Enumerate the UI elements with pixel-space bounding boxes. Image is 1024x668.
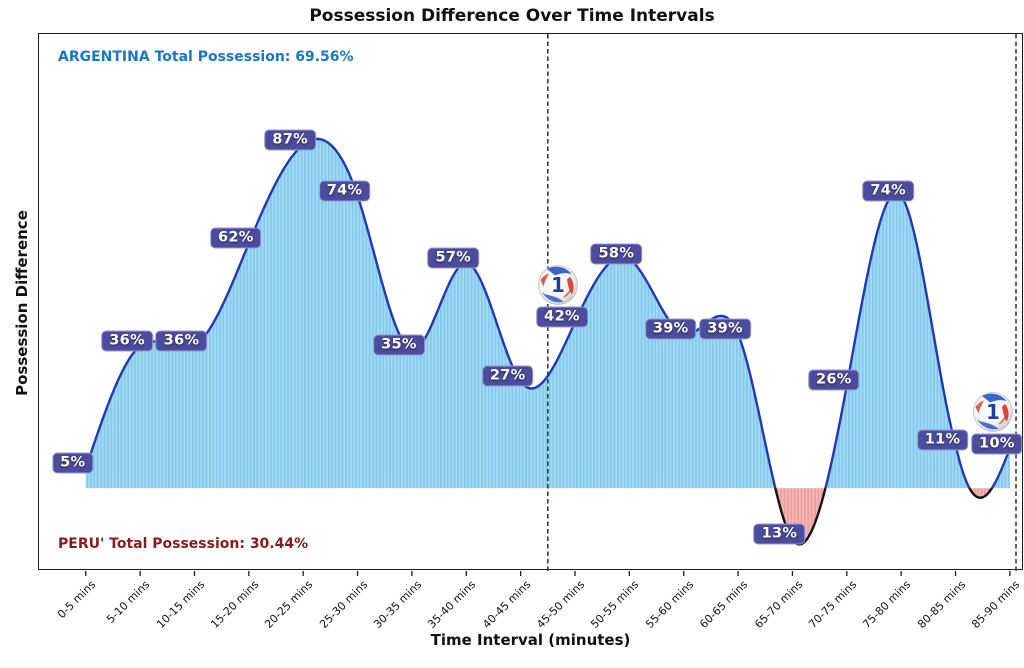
x-tick-label: 30-35 mins xyxy=(371,578,425,631)
x-tick-label: 5-10 mins xyxy=(104,578,153,627)
data-point-label: 5% xyxy=(52,452,94,474)
plot-area xyxy=(38,33,1023,576)
data-point-label: 39% xyxy=(699,318,751,340)
data-point-label: 10% xyxy=(971,433,1023,455)
data-point-label: 74% xyxy=(862,180,914,202)
data-point-label: 57% xyxy=(427,247,480,269)
data-point-label: 42% xyxy=(536,306,588,328)
data-point-label: 11% xyxy=(916,429,969,451)
away-total-possession-text: PERU' Total Possession: 30.44% xyxy=(58,536,309,552)
x-axis-label: Time Interval (minutes) xyxy=(430,631,631,649)
y-axis-label: Possession Difference xyxy=(13,210,31,396)
x-tick-label: 60-65 mins xyxy=(697,578,751,631)
data-point-label: 27% xyxy=(481,365,534,387)
x-tick-label: 40-45 mins xyxy=(479,578,533,631)
data-point-label: 58% xyxy=(590,243,643,265)
data-point-label: 26% xyxy=(807,369,860,391)
chart-title: Possession Difference Over Time Interval… xyxy=(309,6,715,26)
chart-canvas xyxy=(84,34,1017,576)
data-point-label: 36% xyxy=(155,330,208,352)
x-tick-label: 85-90 mins xyxy=(969,578,1023,631)
x-tick-label: 15-20 mins xyxy=(208,578,262,631)
x-tick-label: 0-5 mins xyxy=(54,578,98,622)
data-point-label: 39% xyxy=(644,318,697,340)
x-tick-label: 75-80 mins xyxy=(860,578,914,631)
x-tick-label: 70-75 mins xyxy=(806,578,859,631)
x-tick-label: 65-70 mins xyxy=(751,578,805,631)
x-tick-label: 25-30 mins xyxy=(316,578,370,631)
x-tick-label: 50-55 mins xyxy=(588,578,642,631)
possession-area-positive xyxy=(85,138,1010,489)
data-point-label: 62% xyxy=(210,227,262,249)
svg-text:1: 1 xyxy=(986,400,1000,424)
data-point-label: 36% xyxy=(101,330,153,352)
x-tick-label: 20-25 mins xyxy=(262,578,316,631)
goal-soccer-ball-icon: 1 xyxy=(536,263,580,307)
data-point-label: 87% xyxy=(264,129,316,151)
data-point-label: 74% xyxy=(318,180,371,202)
goal-soccer-ball-icon: 1 xyxy=(971,390,1015,434)
home-total-possession-text: ARGENTINA Total Possession: 69.56% xyxy=(58,49,354,65)
possession-curve xyxy=(84,137,1011,489)
data-point-label: 35% xyxy=(373,334,425,356)
x-tick-label: 80-85 mins xyxy=(914,578,968,631)
x-tick-label: 35-40 mins xyxy=(425,578,479,631)
svg-text:1: 1 xyxy=(551,273,565,297)
data-point-label: 13% xyxy=(753,523,806,545)
x-tick-label: 10-15 mins xyxy=(153,578,207,631)
x-tick-label: 55-60 mins xyxy=(642,578,696,631)
x-tick-label: 45-50 mins xyxy=(534,578,588,631)
